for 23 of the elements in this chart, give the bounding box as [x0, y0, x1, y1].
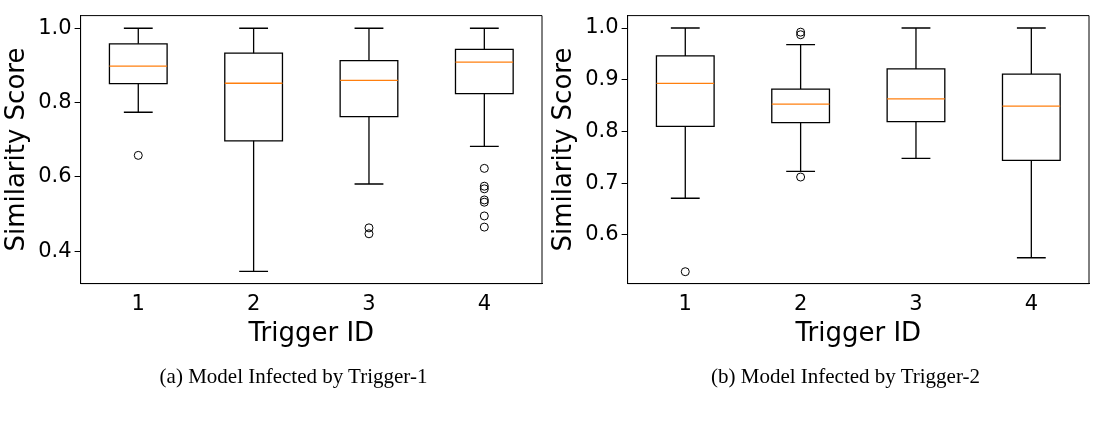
x-tick-label: 1	[678, 290, 692, 315]
x-tick-label: 4	[477, 290, 492, 315]
y-axis-title: Similarity Score	[547, 47, 578, 252]
x-tick-label: 3	[362, 290, 376, 315]
y-tick-label: 0.6	[585, 221, 619, 246]
x-axis-title: Trigger ID	[247, 317, 375, 348]
y-tick-label: 0.7	[585, 169, 619, 194]
text: (b) Model Infected by Trigger-2	[710, 364, 981, 389]
x-axis-title: Trigger ID	[794, 317, 922, 348]
y-axis-title: Similarity Score	[0, 47, 31, 252]
y-tick-label: 1.0	[38, 14, 72, 39]
y-tick-label: 0.4	[38, 237, 72, 262]
y-tick-label: 1.0	[585, 14, 619, 39]
y-tick-label: 0.6	[38, 163, 72, 188]
x-tick-label: 1	[131, 290, 145, 315]
y-tick-label: 0.9	[585, 66, 619, 91]
x-tick-label: 2	[793, 290, 808, 315]
y-tick-label: 0.8	[585, 117, 619, 142]
x-tick-label: 2	[246, 290, 261, 315]
x-tick-label: 4	[1024, 290, 1039, 315]
x-tick-label: 3	[909, 290, 923, 315]
y-tick-label: 0.8	[38, 89, 72, 114]
text: (a) Model Infected by Trigger-1	[158, 364, 429, 389]
